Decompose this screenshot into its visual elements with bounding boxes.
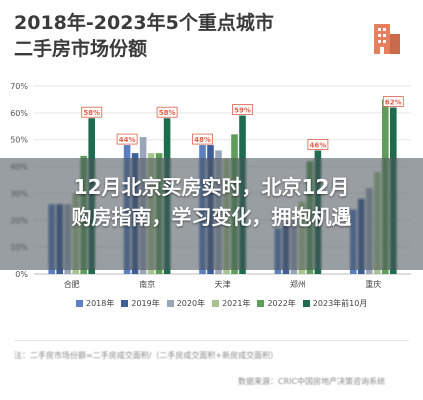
y-tick-label: 70% bbox=[10, 82, 28, 91]
chart-title-line-1: 2018年-2023年5个重点城市 bbox=[14, 12, 274, 34]
building-icon bbox=[374, 24, 400, 54]
legend-swatch bbox=[302, 300, 310, 307]
legend-item: 2019年 bbox=[121, 298, 160, 309]
legend-label: 2019年 bbox=[131, 299, 160, 308]
legend-swatch bbox=[121, 300, 129, 307]
x-tick-label: 郑州 bbox=[290, 279, 306, 289]
data-label: 62% bbox=[385, 98, 402, 106]
chart-title-line-2: 二手房市场份额 bbox=[14, 38, 148, 60]
y-tick-label: 0% bbox=[15, 270, 28, 279]
legend-label: 2018年 bbox=[86, 299, 115, 308]
x-tick-label: 天津 bbox=[215, 279, 231, 289]
legend-label: 2020年 bbox=[176, 299, 206, 308]
legend-item: 2021年 bbox=[212, 298, 250, 309]
legend-swatch bbox=[257, 300, 265, 307]
data-label: 58% bbox=[159, 109, 176, 117]
legend-label: 2023年前10月 bbox=[312, 299, 368, 308]
source-note: 注：二手房市场份额=二手房成交面积/（二手房成交面积+新房成交面积） bbox=[14, 351, 279, 360]
data-label: 46% bbox=[310, 141, 327, 149]
data-label-box bbox=[81, 106, 103, 118]
legend-item: 2023年前10月 bbox=[302, 298, 368, 309]
chart-legend: 2018年 2019年 2020年 2021年 2022年 2023年前10月 bbox=[76, 298, 376, 309]
legend-item: 2022年 bbox=[257, 298, 296, 309]
data-label-box bbox=[116, 133, 138, 145]
x-tick-label: 合肥 bbox=[64, 279, 80, 289]
source-watermark: 数据来源：CRIC中国房地产决策咨询系统 bbox=[238, 377, 386, 386]
data-label: 59% bbox=[234, 107, 251, 115]
y-tick-label: 60% bbox=[10, 109, 28, 118]
overlay-headline: 12月北京买房实时，北京12月 购房指南，学习变化，拥抱机遇 bbox=[0, 172, 423, 232]
x-tick-label: 重庆 bbox=[365, 279, 381, 289]
title-overlay-band bbox=[0, 158, 423, 270]
data-label-box bbox=[232, 104, 253, 115]
data-label-box bbox=[156, 106, 178, 118]
data-label-box bbox=[382, 96, 404, 107]
chart-title: 2018年-2023年5个重点城市 二手房市场份额 bbox=[14, 10, 354, 62]
overlay-headline-line-2: 购房指南，学习变化，拥抱机遇 bbox=[71, 205, 352, 229]
legend-item: 2018年 bbox=[76, 298, 114, 309]
legend-swatch bbox=[212, 300, 220, 307]
y-tick-label: 50% bbox=[10, 136, 28, 145]
data-label: 58% bbox=[83, 109, 100, 117]
legend-swatch bbox=[76, 300, 83, 307]
legend-label: 2021年 bbox=[222, 299, 251, 308]
x-tick-label: 南京 bbox=[139, 279, 155, 289]
overlay-headline-line-1: 12月北京买房实时，北京12月 bbox=[73, 175, 350, 199]
data-label: 44% bbox=[119, 136, 136, 144]
data-label: 48% bbox=[194, 136, 211, 144]
legend-swatch bbox=[166, 300, 174, 307]
legend-label: 2022年 bbox=[267, 299, 296, 308]
footer-divider bbox=[14, 340, 409, 341]
data-label-box bbox=[192, 133, 213, 145]
legend-item: 2020年 bbox=[166, 298, 206, 309]
data-label-box bbox=[307, 139, 329, 150]
